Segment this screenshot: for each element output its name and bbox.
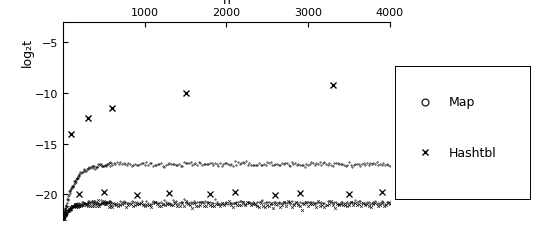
Text: Map: Map (449, 96, 475, 109)
Text: Hashtbl: Hashtbl (449, 146, 497, 159)
Y-axis label: log₂t: log₂t (21, 38, 33, 67)
X-axis label: n: n (222, 0, 231, 7)
